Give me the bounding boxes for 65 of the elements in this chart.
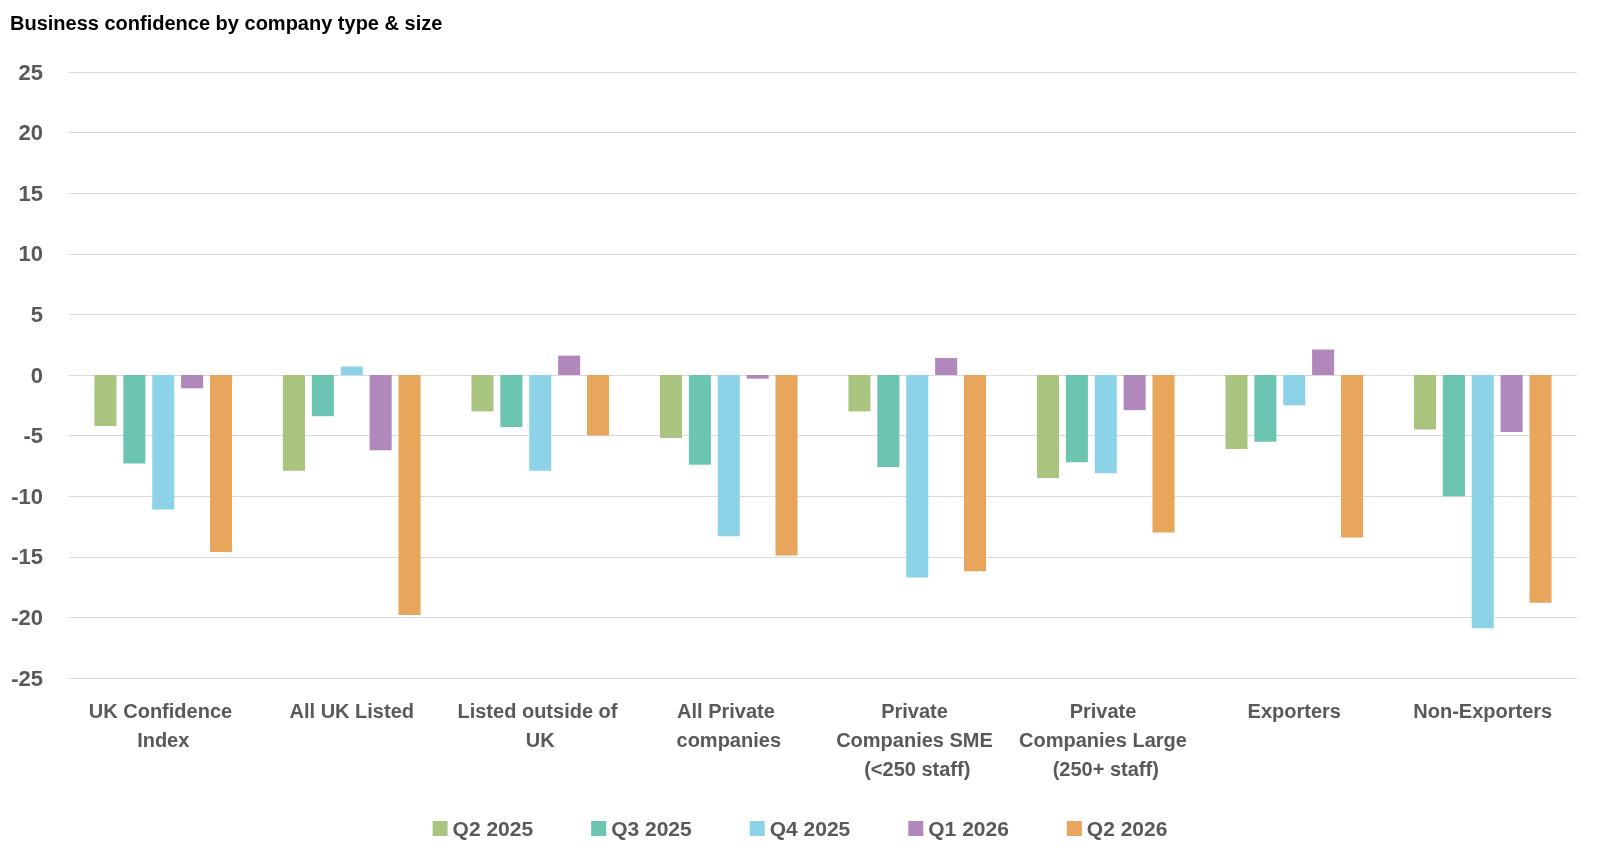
bar <box>964 375 987 572</box>
bar <box>369 375 392 451</box>
bar <box>935 358 958 375</box>
bar <box>1341 375 1364 538</box>
y-tick-label: -20 <box>11 604 43 630</box>
bar <box>1036 375 1059 479</box>
bar <box>558 355 581 375</box>
bar <box>398 375 421 615</box>
bar <box>1094 375 1117 474</box>
bar <box>1123 375 1146 411</box>
bar <box>500 375 523 428</box>
legend-label: Q2 2026 <box>1086 817 1168 840</box>
y-tick-label: 25 <box>18 59 43 85</box>
bar <box>282 375 305 471</box>
bar <box>906 375 929 578</box>
bar <box>1442 375 1465 497</box>
y-tick-label: 5 <box>30 301 43 327</box>
bar <box>775 375 798 556</box>
bar <box>94 375 117 426</box>
legend-label: Q4 2025 <box>769 817 851 840</box>
bar <box>1225 375 1248 449</box>
legend-label: Q3 2025 <box>611 817 693 840</box>
bar <box>210 375 233 552</box>
legend-label: Q1 2026 <box>928 817 1009 840</box>
x-tick-label: Non-Exporters <box>1413 699 1553 722</box>
bar <box>688 375 711 465</box>
x-tick-label: UK Confidence Index <box>88 699 238 751</box>
bar <box>746 375 769 379</box>
bar <box>1529 375 1552 603</box>
bar <box>1312 349 1335 375</box>
bar <box>717 375 740 537</box>
y-tick-label: 20 <box>18 120 43 146</box>
x-tick-label: Exporters <box>1247 699 1341 722</box>
y-tick-label: 10 <box>18 241 43 267</box>
bar <box>1413 375 1436 430</box>
x-tick-label: All UK Listed <box>289 699 414 722</box>
y-tick-label: -15 <box>11 544 43 570</box>
x-tick-label: Listed outside of UK <box>457 699 624 751</box>
bar <box>340 366 363 375</box>
bar <box>311 375 334 417</box>
bar <box>1152 375 1175 533</box>
x-tick-label: All Private companies <box>676 699 781 751</box>
bar <box>848 375 871 412</box>
bar <box>152 375 175 510</box>
x-tick-label: Private Companies Large (250+ staff) <box>1019 699 1193 780</box>
bar <box>1283 375 1306 406</box>
y-tick-label: -10 <box>11 483 43 509</box>
x-tick-label: Private Companies SME (<250 staff) <box>836 699 999 780</box>
bar <box>587 375 610 436</box>
bar <box>1254 375 1277 442</box>
legend-label: Q2 2025 <box>452 817 534 840</box>
bar <box>659 375 682 439</box>
bar <box>123 375 146 464</box>
bar <box>1065 375 1088 463</box>
bar <box>529 375 552 471</box>
bar <box>471 375 494 412</box>
bar <box>1471 375 1494 629</box>
bar <box>181 375 204 389</box>
y-tick-label: 0 <box>30 362 43 388</box>
y-tick-label: -5 <box>23 423 43 449</box>
bar <box>1500 375 1523 432</box>
bar <box>877 375 900 468</box>
y-tick-label: 15 <box>18 180 43 206</box>
y-tick-label: -25 <box>11 665 43 691</box>
chart-title: Business confidence by company type & size <box>10 12 443 34</box>
